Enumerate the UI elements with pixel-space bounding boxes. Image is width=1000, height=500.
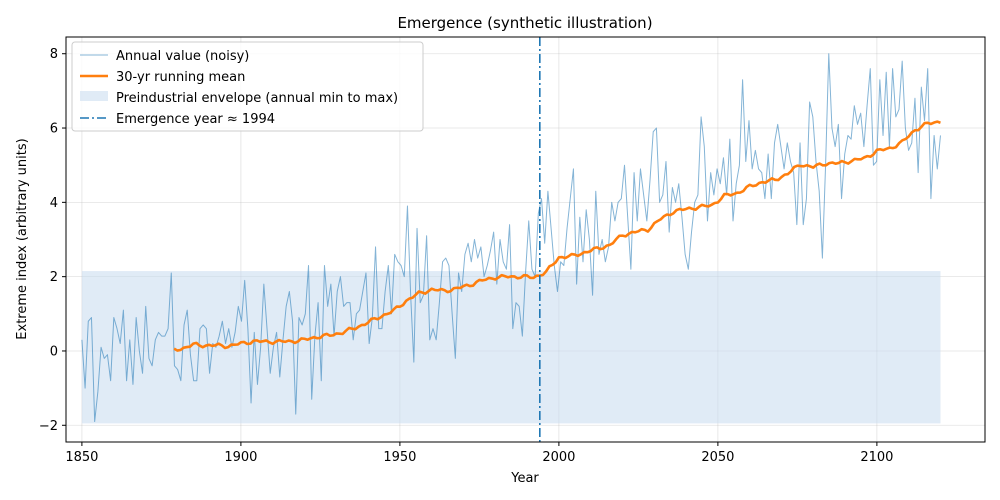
preindustrial-envelope — [81, 271, 941, 424]
legend-label-envelope: Preindustrial envelope (annual min to ma… — [116, 91, 398, 106]
y-axis-label: Extreme index (arbitrary units) — [15, 138, 30, 339]
series-layer — [81, 37, 941, 442]
chart-title: Emergence (synthetic illustration) — [397, 14, 652, 32]
y-tick-label: 4 — [50, 196, 58, 211]
x-tick-label: 2050 — [701, 450, 734, 465]
y-tick-label: 0 — [50, 344, 58, 359]
x-axis-label: Year — [510, 471, 539, 486]
y-tick-label: 2 — [50, 270, 58, 285]
legend-label-emergence: Emergence year ≈ 1994 — [116, 112, 275, 127]
plot-frame — [65, 36, 986, 443]
legend-frame — [71, 41, 424, 132]
x-tick-label: 1950 — [383, 450, 416, 465]
y-tick-label: −2 — [39, 419, 58, 434]
axes-layer: 1850 1900 1950 2000 2050 2100 −2 0 2 4 6 8 — [39, 36, 986, 465]
x-tick-label: 1850 — [65, 450, 98, 465]
x-tick-label: 2000 — [542, 450, 575, 465]
legend-label-noisy: Annual value (noisy) — [116, 49, 249, 64]
x-tick-label: 1900 — [224, 450, 257, 465]
legend: Annual value (noisy) 30-yr running mean … — [71, 41, 424, 132]
series-line-running-mean — [173, 120, 941, 352]
y-tick-label: 8 — [50, 47, 58, 62]
legend-swatch-envelope — [80, 91, 108, 101]
legend-label-mean: 30-yr running mean — [116, 70, 245, 85]
y-tick-label: 6 — [50, 122, 58, 137]
x-tick-label: 2100 — [860, 450, 893, 465]
envelope-layer — [81, 271, 941, 424]
